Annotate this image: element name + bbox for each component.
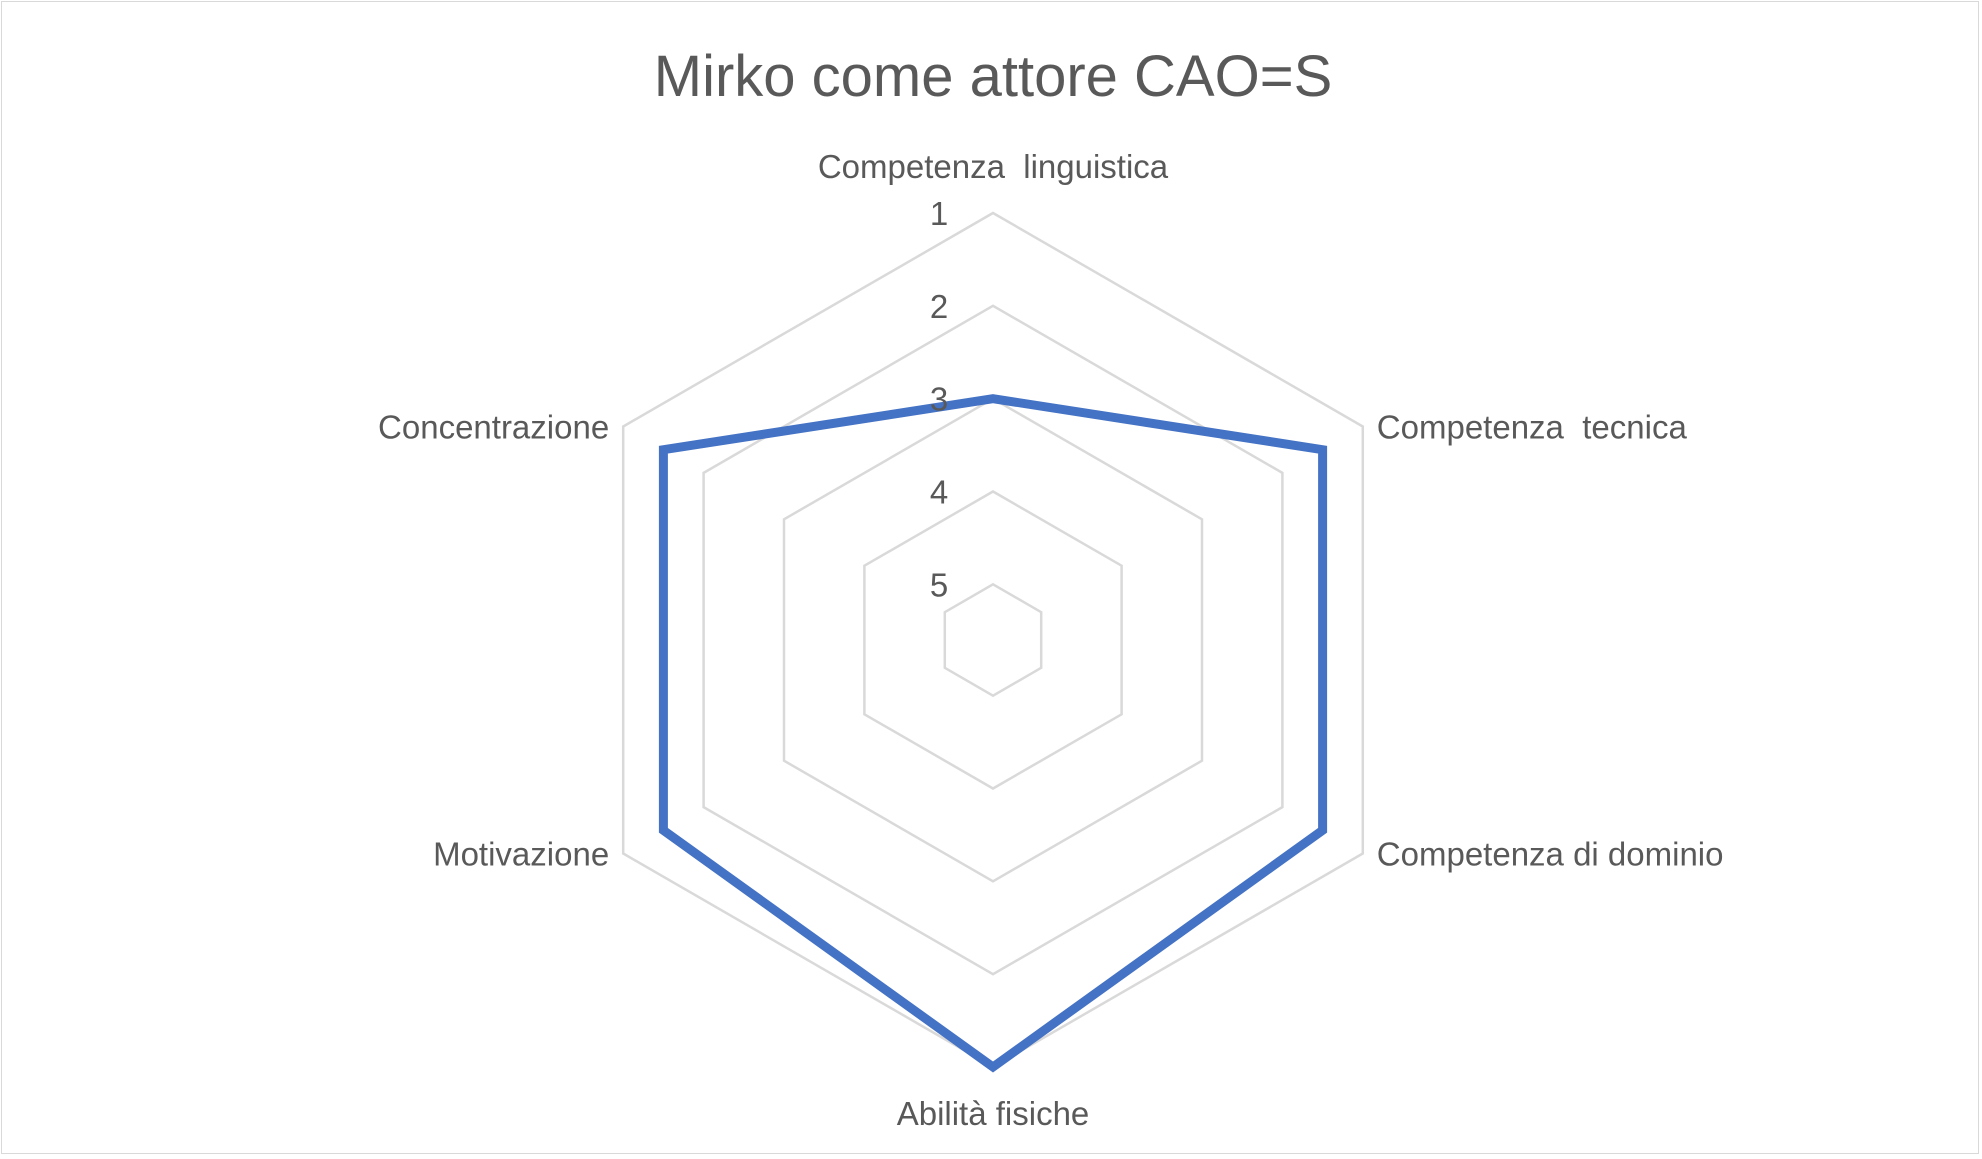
tick-labels: 1 2 3 4 5 [930, 195, 948, 603]
tick-label-5: 5 [930, 566, 948, 603]
chart-title: Mirko come attore CAO=S [654, 44, 1333, 109]
category-labels: Competenza linguistica Competenza tecnica… [378, 148, 1723, 1132]
grid-ring-4 [864, 492, 1121, 789]
category-label-5: Concentrazione [378, 409, 609, 446]
series-layer [663, 399, 1322, 1068]
grid-ring-3 [784, 399, 1202, 882]
tick-label-1: 1 [930, 195, 948, 232]
tick-label-3: 3 [930, 381, 948, 418]
category-label-3: Abilità fisiche [897, 1095, 1090, 1132]
series-line-0 [663, 399, 1322, 1067]
category-label-1: Competenza tecnica [1377, 409, 1688, 446]
category-label-4: Motivazione [433, 836, 609, 873]
category-label-0: Competenza linguistica [818, 148, 1169, 185]
grid-rings [623, 213, 1363, 1067]
grid-ring-5 [945, 584, 1041, 695]
grid-ring-2 [704, 306, 1283, 974]
grid-ring-1 [623, 213, 1363, 1067]
tick-label-4: 4 [930, 474, 948, 511]
category-label-2: Competenza di dominio [1377, 836, 1724, 873]
tick-label-2: 2 [930, 288, 948, 325]
